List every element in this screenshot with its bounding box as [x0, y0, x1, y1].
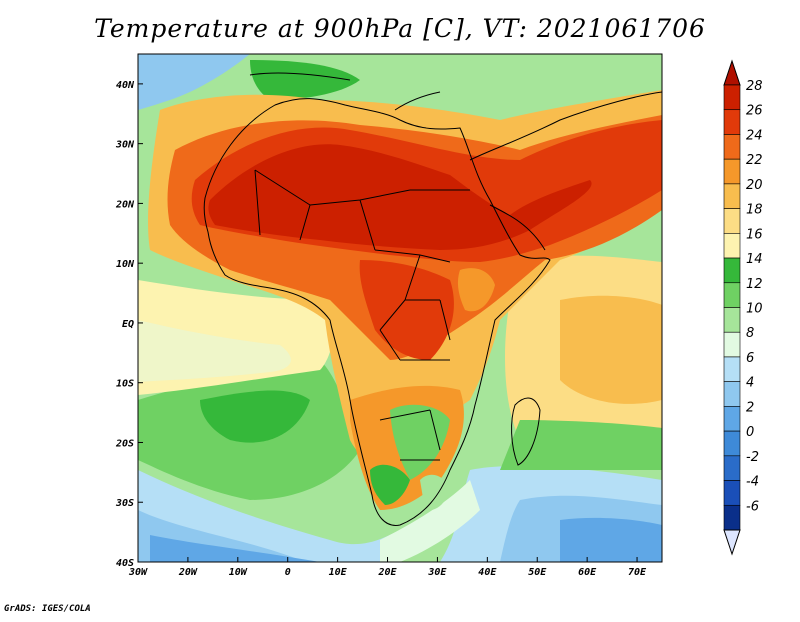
colorbar-swatch [723, 381, 741, 407]
lon-tick-label: 30W [128, 567, 148, 578]
colorbar-swatch [723, 233, 741, 259]
lon-tick-label: 20E [377, 567, 397, 578]
lat-tick-label: 40S [116, 558, 134, 569]
colorbar-label: 16 [746, 227, 763, 242]
colorbar-label: 4 [746, 376, 754, 391]
coastlines [203, 72, 662, 526]
colorbar-swatch [723, 257, 741, 284]
colorbar-label: 14 [746, 252, 763, 267]
lon-tick-label: 70E [628, 567, 647, 578]
colorbar-swatch [723, 307, 741, 333]
colorbar-label: 12 [746, 277, 763, 292]
colorbar-label: 2 [746, 400, 754, 415]
colorbar-label: 0 [746, 425, 754, 440]
colorbar-swatch [723, 430, 741, 457]
lon-tick-label: 40E [478, 567, 497, 578]
lat-tick-label: 20S [115, 438, 134, 449]
chart-title: Temperature at 900hPa [C], VT: 202106170… [94, 14, 706, 43]
colorbar-label: 18 [746, 203, 763, 218]
colorbar-label: 22 [746, 153, 763, 168]
latitude-axis: 40N 30N 20N 10N EQ 10S 20S 30S 40S [115, 80, 143, 569]
colorbar-swatch [723, 480, 741, 506]
lon-tick-label: 60E [578, 567, 597, 578]
colorbar-swatch [723, 134, 741, 160]
lat-tick-label: 30S [115, 498, 134, 509]
colorbar-swatch [723, 504, 741, 531]
colorbar-label: 8 [746, 326, 754, 341]
lat-tick-label: 10S [116, 379, 134, 390]
lat-tick-label: 10N [116, 259, 135, 270]
colorbar-swatch [723, 455, 741, 481]
colorbar-label: -4 [746, 475, 759, 490]
lon-tick-label: 30E [427, 567, 447, 578]
colorbar-swatch [723, 282, 741, 308]
colorbar-swatch [723, 158, 741, 185]
credit-text: GrADS: IGES/COLA [4, 604, 91, 614]
lat-tick-label: 30N [115, 140, 135, 151]
colorbar-bottom-arrow [723, 529, 741, 556]
colorbar-swatch [723, 331, 741, 358]
lat-tick-label: 40N [116, 80, 135, 91]
lon-tick-label: 0 [285, 567, 291, 578]
colorbar-label: 10 [746, 302, 763, 317]
colorbar-label: -2 [746, 450, 759, 465]
map-frame [137, 53, 663, 563]
lat-tick-label: 20N [115, 199, 135, 210]
longitude-axis: 30W 20W 10W 0 10E 20E 30E 40E 50E 60E 70E [128, 557, 647, 578]
colorbar-label: -6 [746, 499, 759, 514]
colorbar-swatch [723, 356, 741, 382]
colorbar-swatch [723, 84, 741, 111]
lon-tick-label: 10E [329, 567, 348, 578]
temperature-field [138, 54, 662, 562]
colorbar-label: 24 [746, 128, 763, 143]
lon-tick-label: 10W [229, 567, 248, 578]
colorbar-label: 20 [746, 178, 763, 193]
colorbar-top-arrow [723, 59, 741, 86]
lon-tick-label: 20W [178, 567, 198, 578]
colorbar-swatch [723, 406, 741, 432]
colorbar-label: 26 [746, 104, 763, 119]
colorbar-label: 6 [746, 351, 754, 366]
colorbar-label: 28 [746, 79, 763, 94]
lon-tick-label: 50E [528, 567, 547, 578]
lat-tick-label: EQ [122, 319, 134, 330]
colorbar-swatch [723, 109, 741, 135]
colorbar-swatch [723, 183, 741, 209]
colorbar-swatch [723, 208, 741, 234]
